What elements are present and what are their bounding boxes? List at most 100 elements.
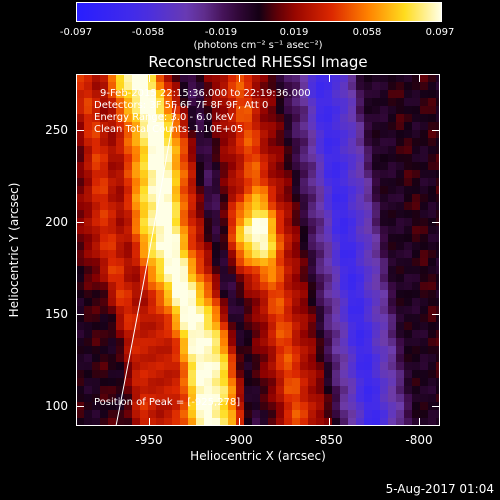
heatmap-cell — [268, 370, 277, 379]
heatmap-cell — [108, 290, 117, 299]
heatmap-cell — [364, 346, 373, 355]
heatmap-cell — [356, 146, 365, 155]
heatmap-cell — [244, 226, 253, 235]
heatmap-cell — [92, 162, 101, 171]
heatmap-cell — [84, 178, 93, 187]
heatmap-cell — [428, 274, 437, 283]
heatmap-cell — [260, 82, 269, 91]
heatmap-cell — [340, 122, 349, 131]
heatmap-cell — [108, 338, 117, 347]
heatmap-cell — [316, 162, 325, 171]
heatmap-cell — [172, 378, 181, 387]
heatmap-cell — [108, 306, 117, 315]
heatmap-cell — [276, 282, 285, 291]
heatmap-cell — [196, 106, 205, 115]
heatmap-cell — [156, 274, 165, 283]
heatmap-cell — [276, 322, 285, 331]
x-tick-label: -800 — [405, 433, 433, 447]
heatmap-cell — [356, 226, 365, 235]
heatmap-cell — [396, 282, 405, 291]
heatmap-cell — [124, 170, 133, 179]
heatmap-cell — [260, 298, 269, 307]
heatmap-cell — [236, 418, 245, 427]
heatmap-cell — [124, 322, 133, 331]
heatmap-cell — [348, 354, 357, 363]
heatmap-cell — [124, 354, 133, 363]
heatmap-cell — [356, 106, 365, 115]
heatmap-cell — [276, 210, 285, 219]
heatmap-cell — [204, 154, 213, 163]
heatmap-cell — [324, 394, 333, 403]
heatmap-cell — [308, 106, 317, 115]
heatmap-cell — [196, 210, 205, 219]
heatmap-cell — [220, 306, 229, 315]
heatmap-cell — [292, 410, 301, 419]
heatmap-cell — [180, 106, 189, 115]
heatmap-cell — [156, 162, 165, 171]
heatmap-cell — [124, 106, 133, 115]
heatmap-cell — [388, 258, 397, 267]
heatmap-cell — [84, 194, 93, 203]
heatmap-cell — [228, 114, 237, 123]
heatmap-cell — [180, 410, 189, 419]
heatmap-cell — [380, 226, 389, 235]
heatmap-cell — [300, 154, 309, 163]
heatmap-cell — [164, 378, 173, 387]
heatmap-cell — [324, 354, 333, 363]
heatmap-cell — [108, 186, 117, 195]
heatmap-cell — [164, 370, 173, 379]
heatmap-cell — [140, 186, 149, 195]
heatmap-cell — [372, 282, 381, 291]
heatmap-cell — [348, 394, 357, 403]
heatmap-cell — [100, 418, 109, 427]
heatmap-cell — [292, 130, 301, 139]
heatmap-cell — [156, 194, 165, 203]
heatmap-cell — [340, 82, 349, 91]
heatmap-cell — [244, 322, 253, 331]
heatmap-cell — [148, 82, 157, 91]
heatmap-cell — [316, 186, 325, 195]
heatmap-cell — [156, 242, 165, 251]
heatmap-cell — [236, 242, 245, 251]
heatmap-cell — [220, 178, 229, 187]
heatmap-cell — [236, 82, 245, 91]
heatmap-cell — [124, 218, 133, 227]
heatmap-cell — [284, 74, 293, 83]
heatmap-cell — [324, 402, 333, 411]
heatmap-cell — [156, 210, 165, 219]
heatmap-cell — [156, 386, 165, 395]
heatmap-cell — [292, 114, 301, 123]
heatmap-cell — [148, 258, 157, 267]
heatmap-cell — [276, 146, 285, 155]
heatmap-cell — [156, 146, 165, 155]
heatmap-cell — [188, 250, 197, 259]
heatmap-cell — [172, 202, 181, 211]
heatmap-cell — [164, 162, 173, 171]
heatmap-cell — [84, 234, 93, 243]
heatmap-cell — [92, 218, 101, 227]
heatmap-cell — [132, 130, 141, 139]
heatmap-cell — [284, 194, 293, 203]
heatmap-cell — [156, 90, 165, 99]
heatmap-cell — [364, 82, 373, 91]
heatmap-cell — [308, 354, 317, 363]
heatmap-cell — [404, 370, 413, 379]
heatmap-cell — [340, 290, 349, 299]
heatmap-cell — [204, 282, 213, 291]
heatmap-cell — [180, 114, 189, 123]
heatmap-cell — [332, 90, 341, 99]
heatmap-cell — [180, 346, 189, 355]
heatmap-cell — [132, 138, 141, 147]
heatmap-cell — [332, 322, 341, 331]
heatmap-cell — [332, 354, 341, 363]
heatmap-cell — [188, 258, 197, 267]
heatmap-cell — [124, 314, 133, 323]
heatmap-cell — [204, 394, 213, 403]
heatmap-cell — [404, 234, 413, 243]
heatmap-cell — [124, 234, 133, 243]
heatmap-cell — [196, 402, 205, 411]
x-tick-label: -950 — [135, 433, 163, 447]
heatmap-cell — [148, 410, 157, 419]
heatmap-cell — [156, 74, 165, 83]
heatmap-cell — [316, 298, 325, 307]
